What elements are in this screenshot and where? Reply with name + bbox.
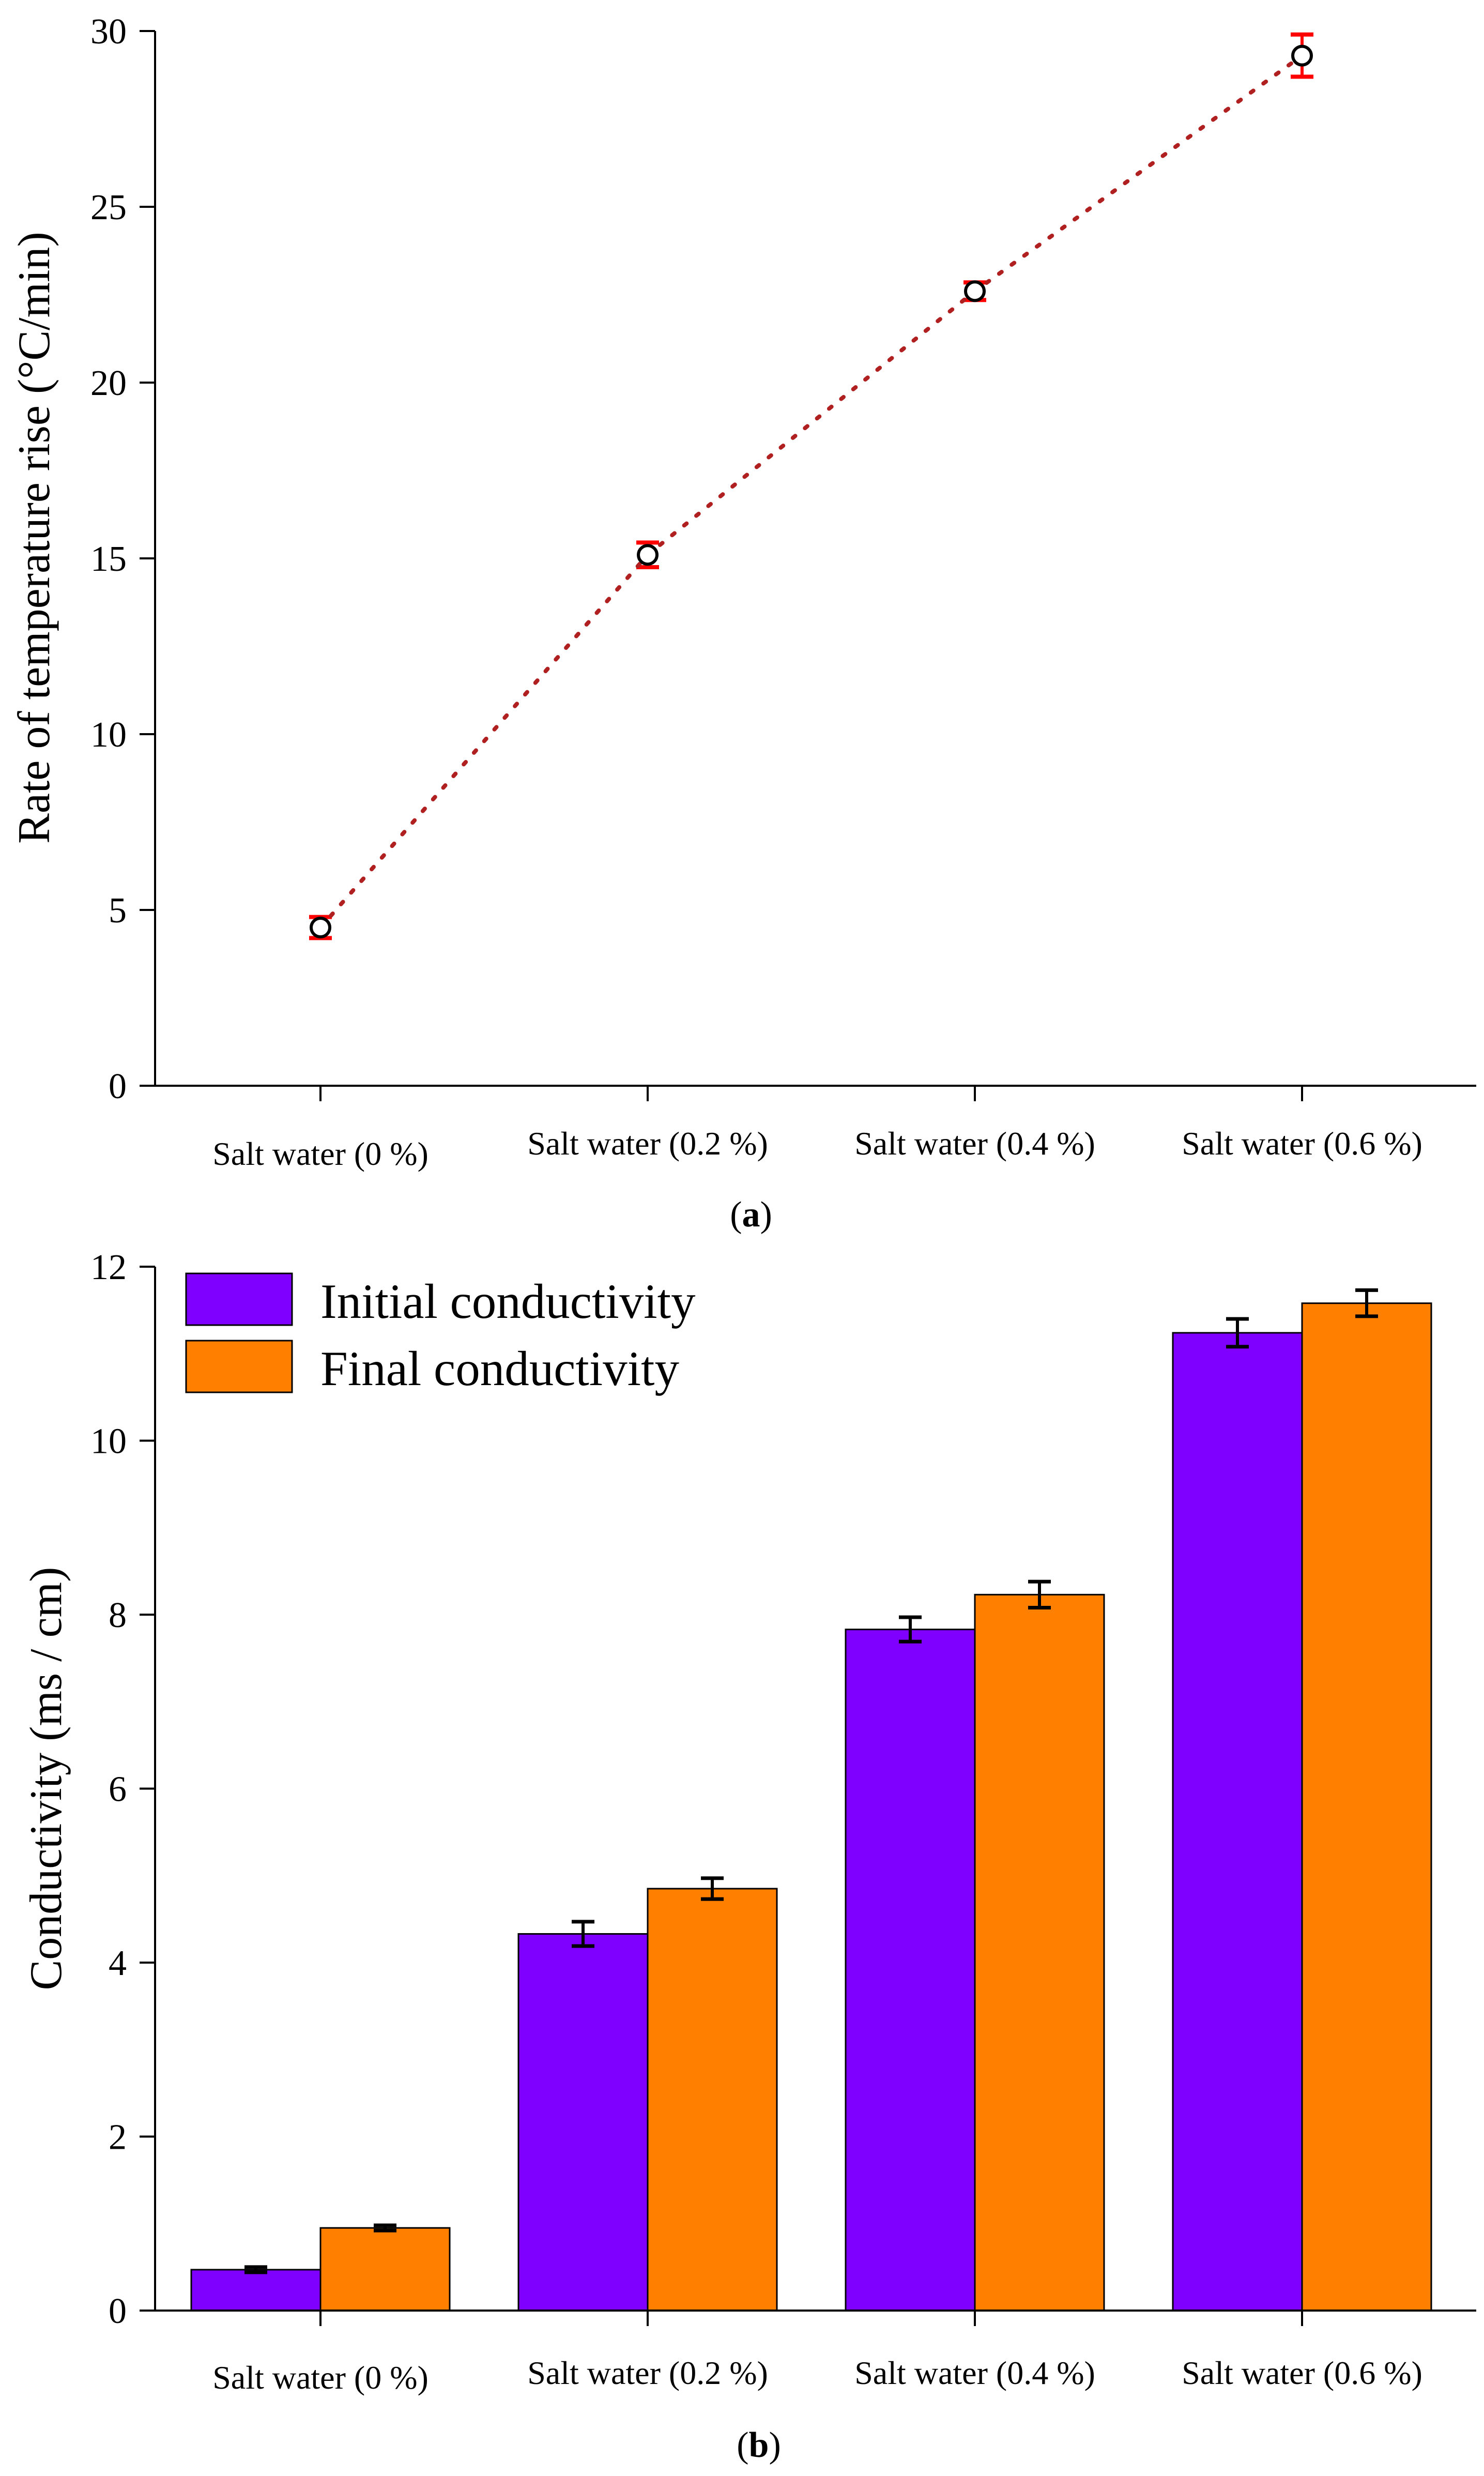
chart-b-y-tick-label: 0 (109, 2291, 127, 2331)
chart-b-y-tick-label: 4 (109, 1943, 127, 1983)
bar-final (974, 1593, 1105, 2312)
chart-a-y-tick-label: 15 (90, 539, 127, 579)
chart-b-x-ticks: Salt water (0 %) Salt water (0.2 %) Salt w… (212, 2311, 1422, 2396)
chart-b-error-bar (899, 1615, 922, 1644)
chart-b: 0 2 4 6 8 10 12 Salt water (0 %) Salt water (0.… (21, 1248, 1476, 2465)
chart-b-error-bar (244, 2265, 267, 2274)
chart-b-error-bars (244, 1288, 1378, 2274)
chart-a-y-tick-label: 0 (109, 1067, 127, 1106)
chart-a-y-tick-label: 5 (109, 891, 127, 931)
chart-b-error-bar (1355, 1288, 1378, 1318)
chart-a-point (1291, 44, 1313, 67)
chart-a-panel-label: (a) (730, 1195, 772, 1235)
chart-b-error-bar (1028, 1579, 1051, 1610)
chart-a-points (310, 44, 1313, 938)
chart-b-y-tick-label: 8 (109, 1596, 127, 1635)
legend-label-initial: Initial conductivity (320, 1274, 696, 1329)
chart-b-x-tick-label: Salt water (0 %) (212, 2359, 429, 2396)
chart-a-y-tick-label: 10 (90, 715, 127, 755)
chart-a-x-tick-label: Salt water (0.6 %) (1182, 1125, 1422, 1162)
chart-a-y-tick-label: 30 (90, 12, 127, 52)
bar-final (647, 1888, 778, 2312)
chart-a-panel-letter: a (742, 1195, 760, 1235)
chart-a-x-ticks: Salt water (0 %) Salt water (0.2 %) Salt w… (212, 1086, 1422, 1172)
chart-a-point (310, 917, 331, 938)
bar-final (319, 2227, 451, 2312)
chart-a-x-tick-label: Salt water (0.2 %) (527, 1125, 768, 1162)
chart-b-x-tick-label: Salt water (0.2 %) (527, 2355, 768, 2391)
chart-a-axes (154, 31, 1476, 1087)
chart-a-point (637, 544, 659, 566)
legend-swatch-final (185, 1340, 293, 1393)
chart-a-error-bars (309, 32, 1313, 940)
legend-swatch-initial (185, 1272, 293, 1326)
chart-b-x-tick-label: Salt water (0.4 %) (854, 2355, 1095, 2391)
chart-a-trend-line (318, 53, 1304, 930)
legend-label-final: Final conductivity (320, 1341, 679, 1396)
chart-a-series-line (318, 53, 1304, 930)
chart-a-y-tick-label: 20 (90, 363, 127, 403)
chart-a-y-ticks: 0 5 10 15 20 25 30 (90, 12, 155, 1106)
chart-b-error-bar (1226, 1317, 1249, 1349)
chart-b-y-tick-label: 12 (90, 1248, 127, 1287)
bar-initial (517, 1933, 649, 2312)
chart-b-error-bar (374, 2223, 396, 2232)
chart-b-panel-label: (b) (737, 2425, 781, 2465)
chart-a-y-axis-label: Rate of temperature rise (°C/min) (9, 232, 59, 844)
bar-initial (1172, 1332, 1303, 2312)
bar-final (1301, 1302, 1432, 2312)
chart-b-legend: Initial conductivity Final conductivity (185, 1272, 696, 1396)
chart-b-y-axis-label: Conductivity (ms / cm) (21, 1567, 71, 1991)
chart-a-point (964, 280, 986, 302)
chart-b-y-tick-label: 2 (109, 2118, 127, 2158)
chart-b-error-bar (701, 1876, 724, 1901)
chart-b-bars (190, 1302, 1432, 2312)
chart-b-y-tick-label: 10 (90, 1422, 127, 1462)
chart-b-y-ticks: 0 2 4 6 8 10 12 (90, 1248, 155, 2331)
chart-a-x-tick-label: Salt water (0.4 %) (854, 1125, 1095, 1162)
chart-b-error-bar (572, 1920, 594, 1948)
chart-b-y-tick-label: 6 (109, 1770, 127, 1810)
bar-initial (190, 2269, 322, 2312)
bar-initial (845, 1629, 976, 2312)
chart-b-panel-letter: b (749, 2425, 769, 2465)
chart-a-x-tick-label: Salt water (0 %) (212, 1135, 429, 1172)
chart-b-x-tick-label: Salt water (0.6 %) (1182, 2355, 1422, 2391)
chart-a-y-tick-label: 25 (90, 188, 127, 227)
